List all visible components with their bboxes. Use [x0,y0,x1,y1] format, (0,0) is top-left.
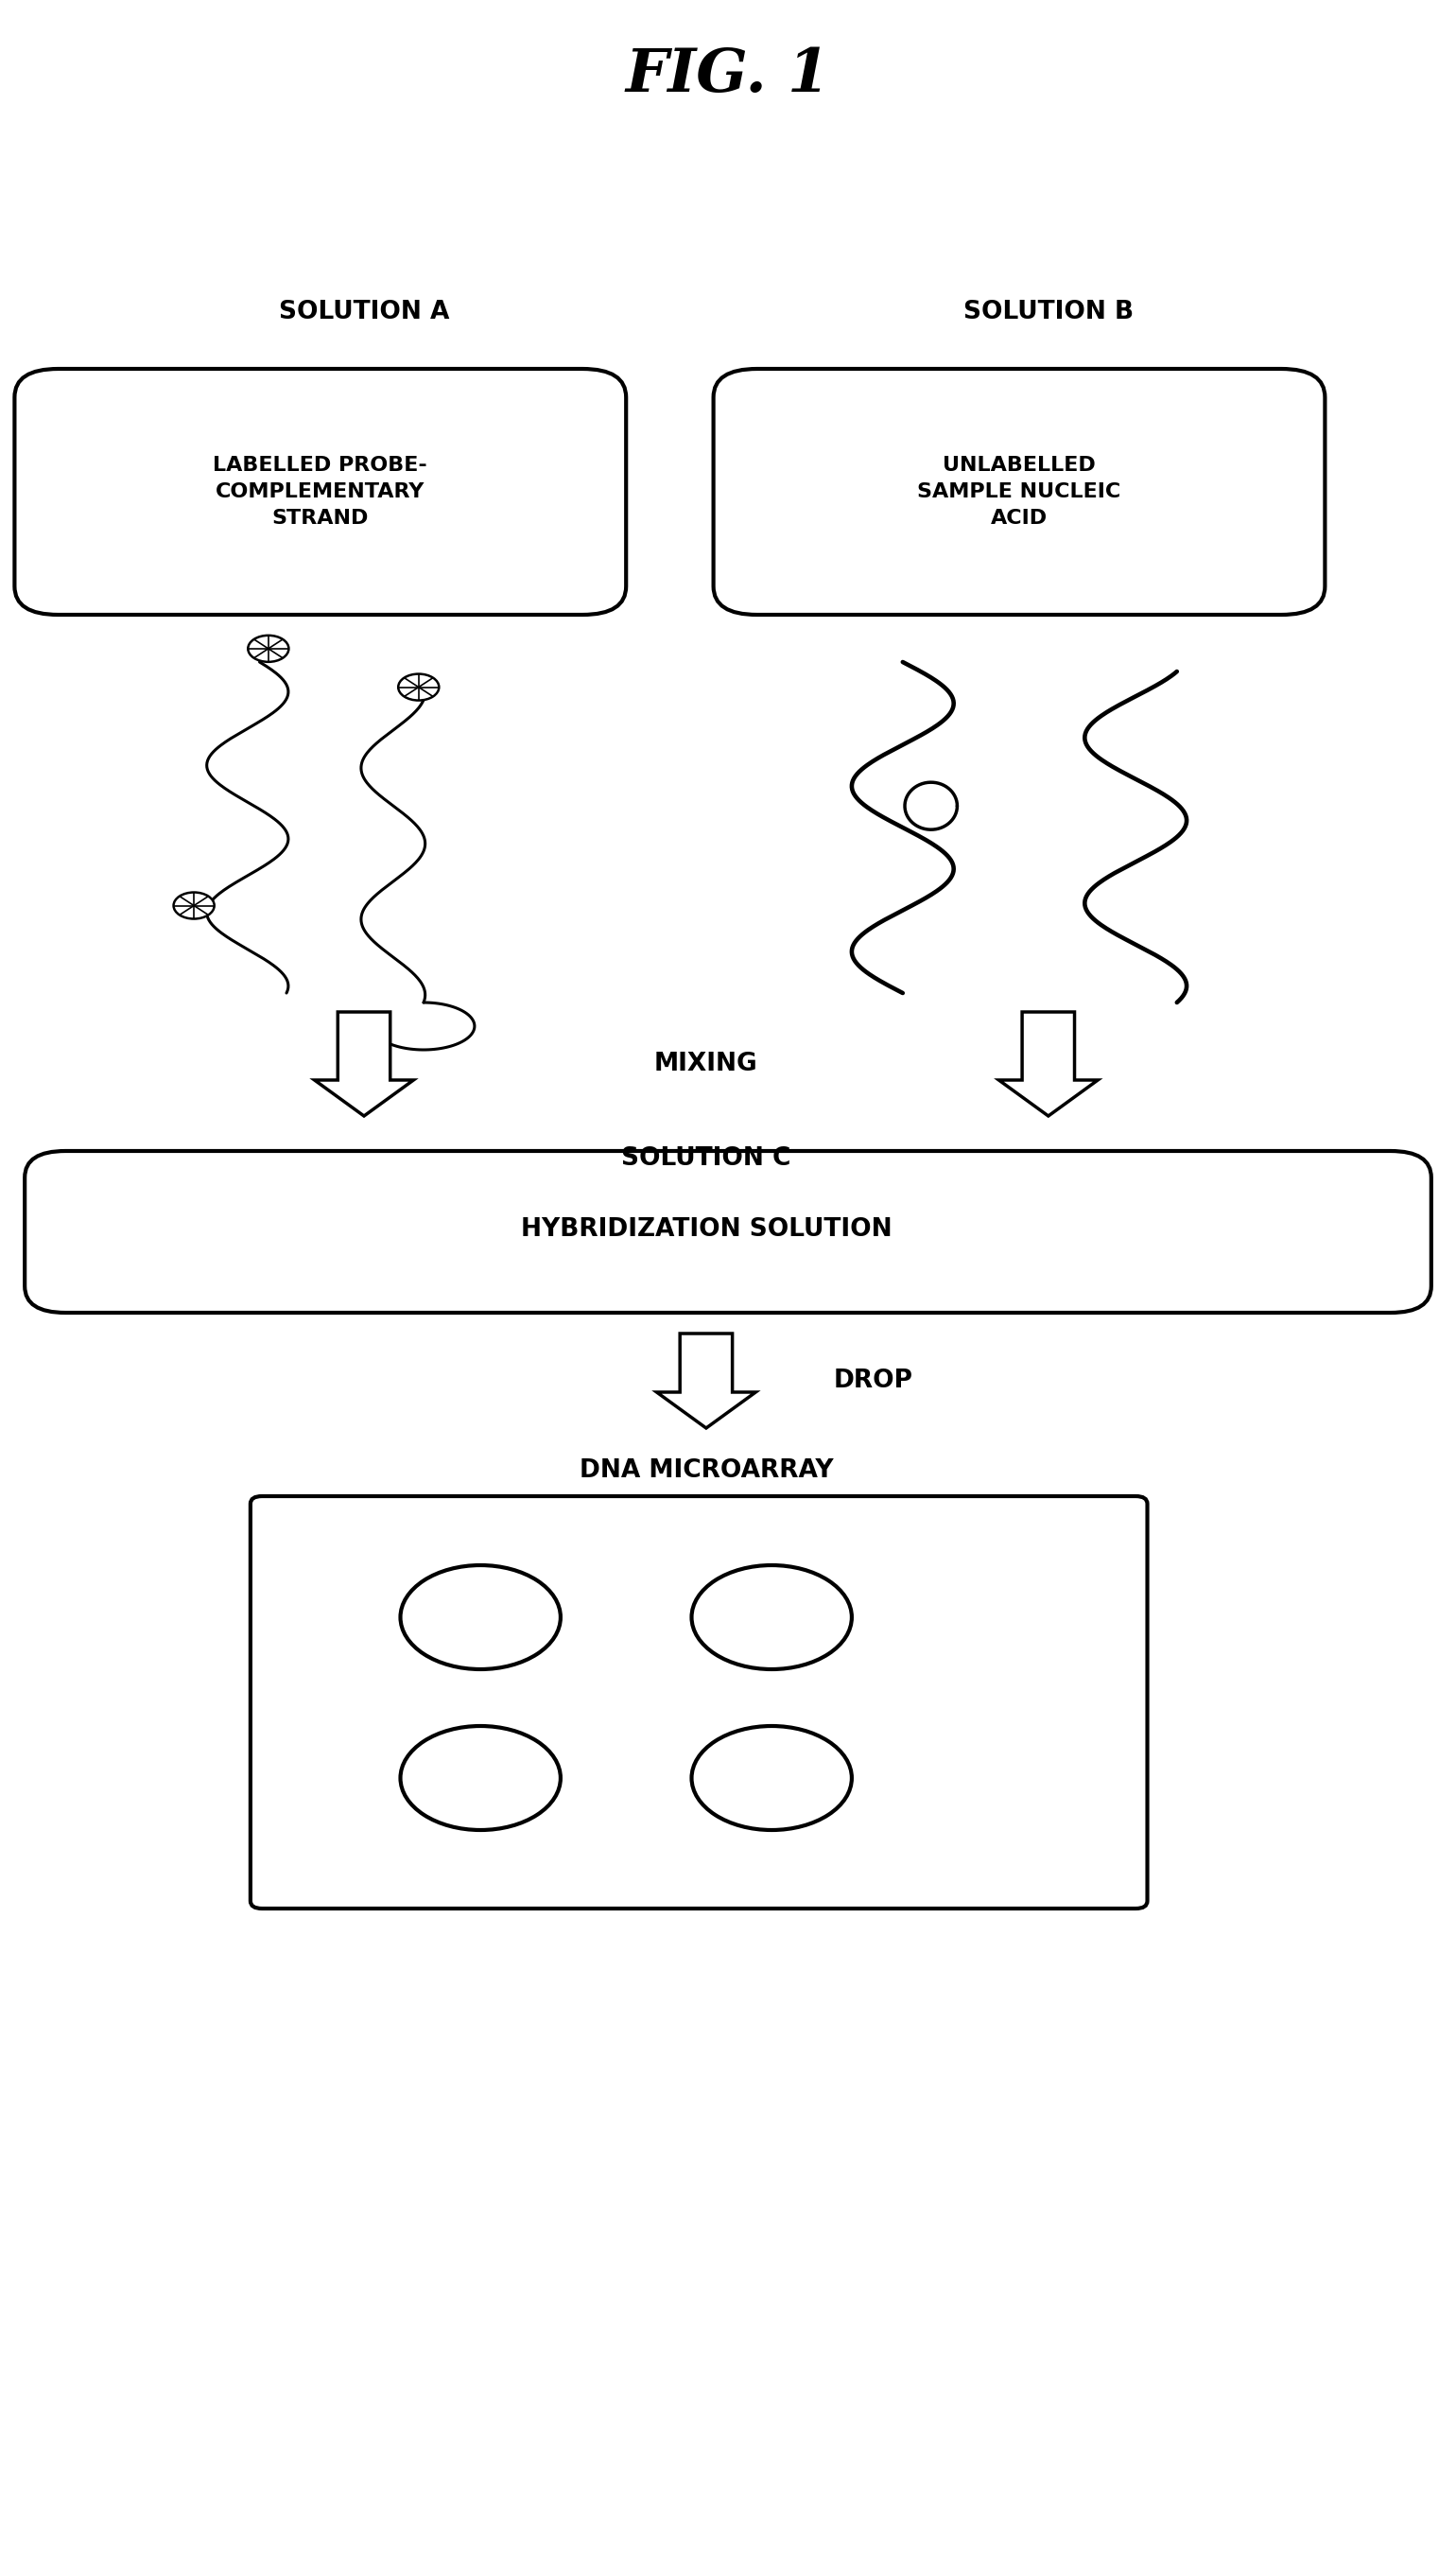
Circle shape [692,1566,852,1669]
Text: DNA MICROARRAY: DNA MICROARRAY [579,1458,833,1484]
Text: SOLUTION C: SOLUTION C [622,1146,791,1171]
Polygon shape [657,1333,756,1428]
Circle shape [400,1725,561,1830]
FancyBboxPatch shape [250,1497,1147,1909]
Text: MIXING: MIXING [654,1051,759,1076]
Circle shape [692,1725,852,1830]
FancyBboxPatch shape [25,1151,1431,1312]
Text: DROP: DROP [834,1369,913,1394]
Circle shape [248,636,288,661]
Text: SOLUTION A: SOLUTION A [278,300,450,326]
Text: LABELLED PROBE-
COMPLEMENTARY
STRAND: LABELLED PROBE- COMPLEMENTARY STRAND [213,456,428,528]
Text: UNLABELLED
SAMPLE NUCLEIC
ACID: UNLABELLED SAMPLE NUCLEIC ACID [917,456,1121,528]
Text: SOLUTION B: SOLUTION B [964,300,1133,326]
Polygon shape [999,1012,1098,1115]
Circle shape [173,892,214,918]
Text: HYBRIDIZATION SOLUTION: HYBRIDIZATION SOLUTION [521,1217,891,1243]
Text: FIG. 1: FIG. 1 [626,46,830,105]
Circle shape [400,1566,561,1669]
Polygon shape [314,1012,414,1115]
FancyBboxPatch shape [713,369,1325,615]
FancyBboxPatch shape [15,369,626,615]
Circle shape [399,674,440,700]
